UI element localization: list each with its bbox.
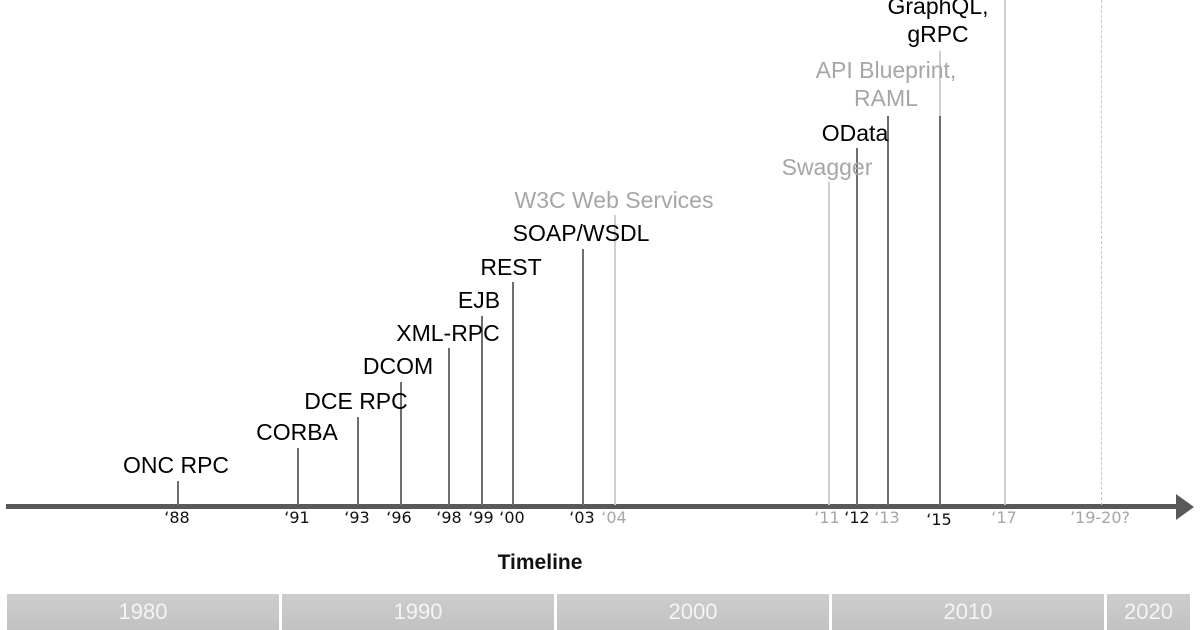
event-label-dce-rpc: DCE RPC (304, 388, 408, 414)
event-line-11 (828, 182, 830, 505)
label-line-2: RAML (854, 85, 918, 111)
decade-1980: 1980 (7, 594, 279, 630)
event-label-dcom: DCOM (362, 353, 434, 379)
event-line-04 (614, 215, 616, 505)
event-label-api-blueprint-raml: API Blueprint, RAML (816, 56, 957, 112)
event-label-onc-rpc: ONC RPC (122, 452, 230, 478)
label-line-1: API Blueprint, (815, 57, 957, 83)
decade-2000: 2000 (557, 594, 829, 630)
axis-arrow-icon (1176, 494, 1194, 520)
event-line-15-top (939, 51, 941, 116)
decade-bar: 1980 1990 2000 2010 2020 (7, 594, 1192, 630)
event-line-93 (357, 417, 359, 505)
year-tick-93: ‘93 (344, 508, 370, 527)
label-line-2: gRPC (907, 21, 969, 47)
year-tick-99: ‘99 (468, 508, 494, 527)
event-label-rest: REST (480, 254, 542, 280)
event-line-19-20 (1101, 0, 1104, 505)
year-tick-96: ‘96 (386, 508, 412, 527)
event-line-91 (297, 448, 299, 505)
year-tick-19-20: ’19-20? (1069, 508, 1131, 527)
decade-1990: 1990 (282, 594, 554, 630)
decade-2010: 2010 (832, 594, 1104, 630)
timeline-axis (6, 504, 1182, 509)
year-tick-11: ‘11 (814, 508, 840, 527)
event-label-graphql-grpc: GraphQL, gRPC (888, 0, 989, 48)
label-line-1: GraphQL, (887, 0, 989, 19)
decade-2020: 2020 (1107, 594, 1190, 630)
event-line-98 (448, 348, 450, 505)
event-line-15 (939, 116, 941, 505)
event-line-03 (582, 249, 584, 505)
event-label-w3c-web-services: W3C Web Services (514, 187, 714, 213)
year-tick-00: ‘00 (499, 508, 525, 527)
event-line-99 (481, 316, 483, 505)
year-tick-88: ‘88 (164, 508, 190, 527)
event-line-12 (856, 148, 858, 505)
year-tick-04: ‘04 (601, 508, 627, 527)
year-tick-17: ‘17 (991, 508, 1017, 527)
event-label-xml-rpc: XML-RPC (396, 320, 500, 346)
event-label-swagger: Swagger (781, 154, 873, 180)
year-tick-13: ‘13 (874, 508, 900, 527)
year-tick-12: ‘12 (844, 508, 870, 527)
year-tick-03: ‘03 (569, 508, 595, 527)
year-tick-15: ‘15 (926, 510, 952, 529)
year-tick-91: ‘91 (284, 508, 310, 527)
event-line-00 (512, 282, 514, 505)
event-line-88 (177, 481, 179, 505)
timeline-title: Timeline (497, 551, 583, 574)
event-label-corba: CORBA (256, 419, 338, 445)
event-line-96 (400, 382, 402, 505)
event-line-13 (887, 116, 889, 505)
event-label-odata: OData (821, 120, 889, 146)
event-line-17 (1004, 0, 1006, 505)
event-label-soap-wsdl: SOAP/WSDL (512, 220, 650, 246)
event-label-ejb: EJB (457, 287, 501, 313)
year-tick-98: ‘98 (436, 508, 462, 527)
